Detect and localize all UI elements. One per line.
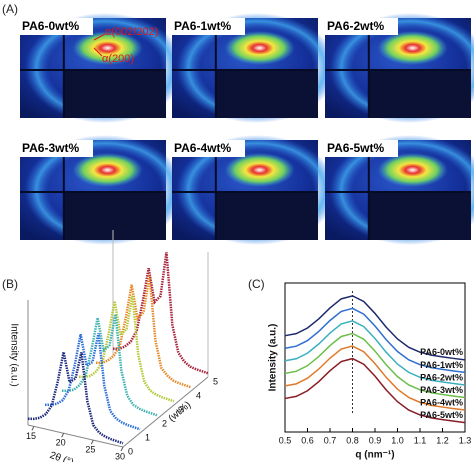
- annotation-arrow: [93, 47, 103, 57]
- panel-a: PA6-0wt% PA6-1wt% PA6-2wt% PA6-3wt% PA6-4wt%…: [20, 13, 474, 245]
- image-title: PA6-2wt%: [327, 19, 384, 33]
- title-box: [20, 140, 93, 157]
- x-tick: [120, 446, 124, 452]
- title-box: [172, 18, 245, 35]
- legend-label: PA6-0wt%: [420, 347, 463, 357]
- series-line: [284, 320, 466, 386]
- x-tick-label: 0.5: [279, 435, 292, 445]
- series-line: [27, 351, 124, 445]
- z-tick-label: 2: [162, 418, 167, 428]
- y-axis-label: Intensity (a.u.): [268, 324, 279, 392]
- pattern-arc: [72, 31, 143, 65]
- x-tick-label: 1.1: [414, 435, 427, 445]
- z-axis-label: (wt%): [167, 399, 194, 424]
- series-line: [78, 295, 175, 403]
- z-tick-label: 3: [179, 404, 184, 414]
- beamstop: [368, 70, 471, 118]
- x-axis-label: 2θ (°): [48, 450, 75, 462]
- legend-label: PA6-3wt%: [420, 385, 463, 395]
- axis: [122, 376, 209, 448]
- pattern-arc: [377, 153, 448, 187]
- legend-label: PA6-1wt%: [420, 360, 463, 370]
- image-title: PA6-0wt%: [22, 19, 79, 33]
- series-line: [61, 314, 158, 417]
- image-title: PA6-5wt%: [327, 141, 384, 155]
- x-tick-label: 20: [56, 438, 66, 448]
- beamstop: [368, 192, 471, 240]
- x-tick-label: 1.3: [459, 435, 472, 445]
- image-title: PA6-4wt%: [174, 141, 231, 155]
- image-title: PA6-1wt%: [174, 19, 231, 33]
- series-line: [284, 357, 466, 424]
- series-line: [44, 333, 141, 431]
- legend-label: PA6-4wt%: [420, 397, 463, 407]
- beamstop: [63, 192, 166, 240]
- title-box: [20, 18, 93, 35]
- annotation-arrow: [93, 33, 106, 41]
- annotation: α(200): [102, 53, 134, 65]
- series-line: [284, 332, 466, 399]
- x-tick-label: 25: [85, 445, 95, 455]
- pattern-arc: [224, 153, 295, 187]
- x-tick-label: 15: [26, 431, 36, 441]
- title-box: [172, 140, 245, 157]
- series-line: [284, 295, 466, 361]
- x-tick-label: 0.6: [301, 435, 314, 445]
- panel-label: (C): [248, 277, 265, 291]
- beamstop: [215, 70, 318, 118]
- x-tick: [31, 426, 35, 431]
- x-tick-label: 0.9: [369, 435, 382, 445]
- series-line: [284, 345, 466, 411]
- image-title: PA6-3wt%: [22, 141, 79, 155]
- title-box: [325, 18, 398, 35]
- legend-label: PA6-5wt%: [420, 410, 463, 420]
- x-tick: [90, 439, 94, 445]
- z-tick-label: 1: [145, 432, 150, 442]
- z-tick-label: 5: [213, 376, 218, 386]
- x-tick-label: 30: [115, 451, 125, 461]
- panel-label: (A): [2, 2, 18, 16]
- pattern-arc: [72, 153, 143, 187]
- annotation: α(002/202): [105, 26, 158, 38]
- panel-c: (C) 0.5 0.6 0.7 0.8 0.9 1.0 1.1 1.2 1.3 PA6-0wt% PA…: [248, 277, 471, 460]
- x-tick: [61, 433, 65, 438]
- title-box: [325, 140, 398, 157]
- series-line: [95, 274, 192, 389]
- pattern-arc: [224, 31, 295, 65]
- x-tick-label: 1.0: [391, 435, 404, 445]
- pattern-arc: [377, 31, 448, 65]
- beamstop: [215, 192, 318, 240]
- panel-label: (B): [2, 277, 18, 291]
- series-line: [112, 252, 209, 375]
- beamstop: [63, 70, 166, 118]
- y-axis-label: Intensity (a.u.): [8, 323, 19, 386]
- x-tick-label: 0.8: [346, 435, 359, 445]
- x-axis-label: q (nm⁻¹): [355, 450, 394, 461]
- panel-b: (B) 15 20 25 30 0 1 2 3 4 5 2θ (°) (wt%) Intensity (a…: [2, 230, 218, 462]
- axis: [27, 424, 124, 448]
- z-tick-label: 0: [128, 446, 133, 456]
- legend-label: PA6-2wt%: [420, 372, 463, 382]
- series-line: [284, 307, 466, 374]
- z-tick-label: 4: [196, 390, 201, 400]
- x-tick-label: 1.2: [436, 435, 449, 445]
- x-tick-label: 0.7: [324, 435, 337, 445]
